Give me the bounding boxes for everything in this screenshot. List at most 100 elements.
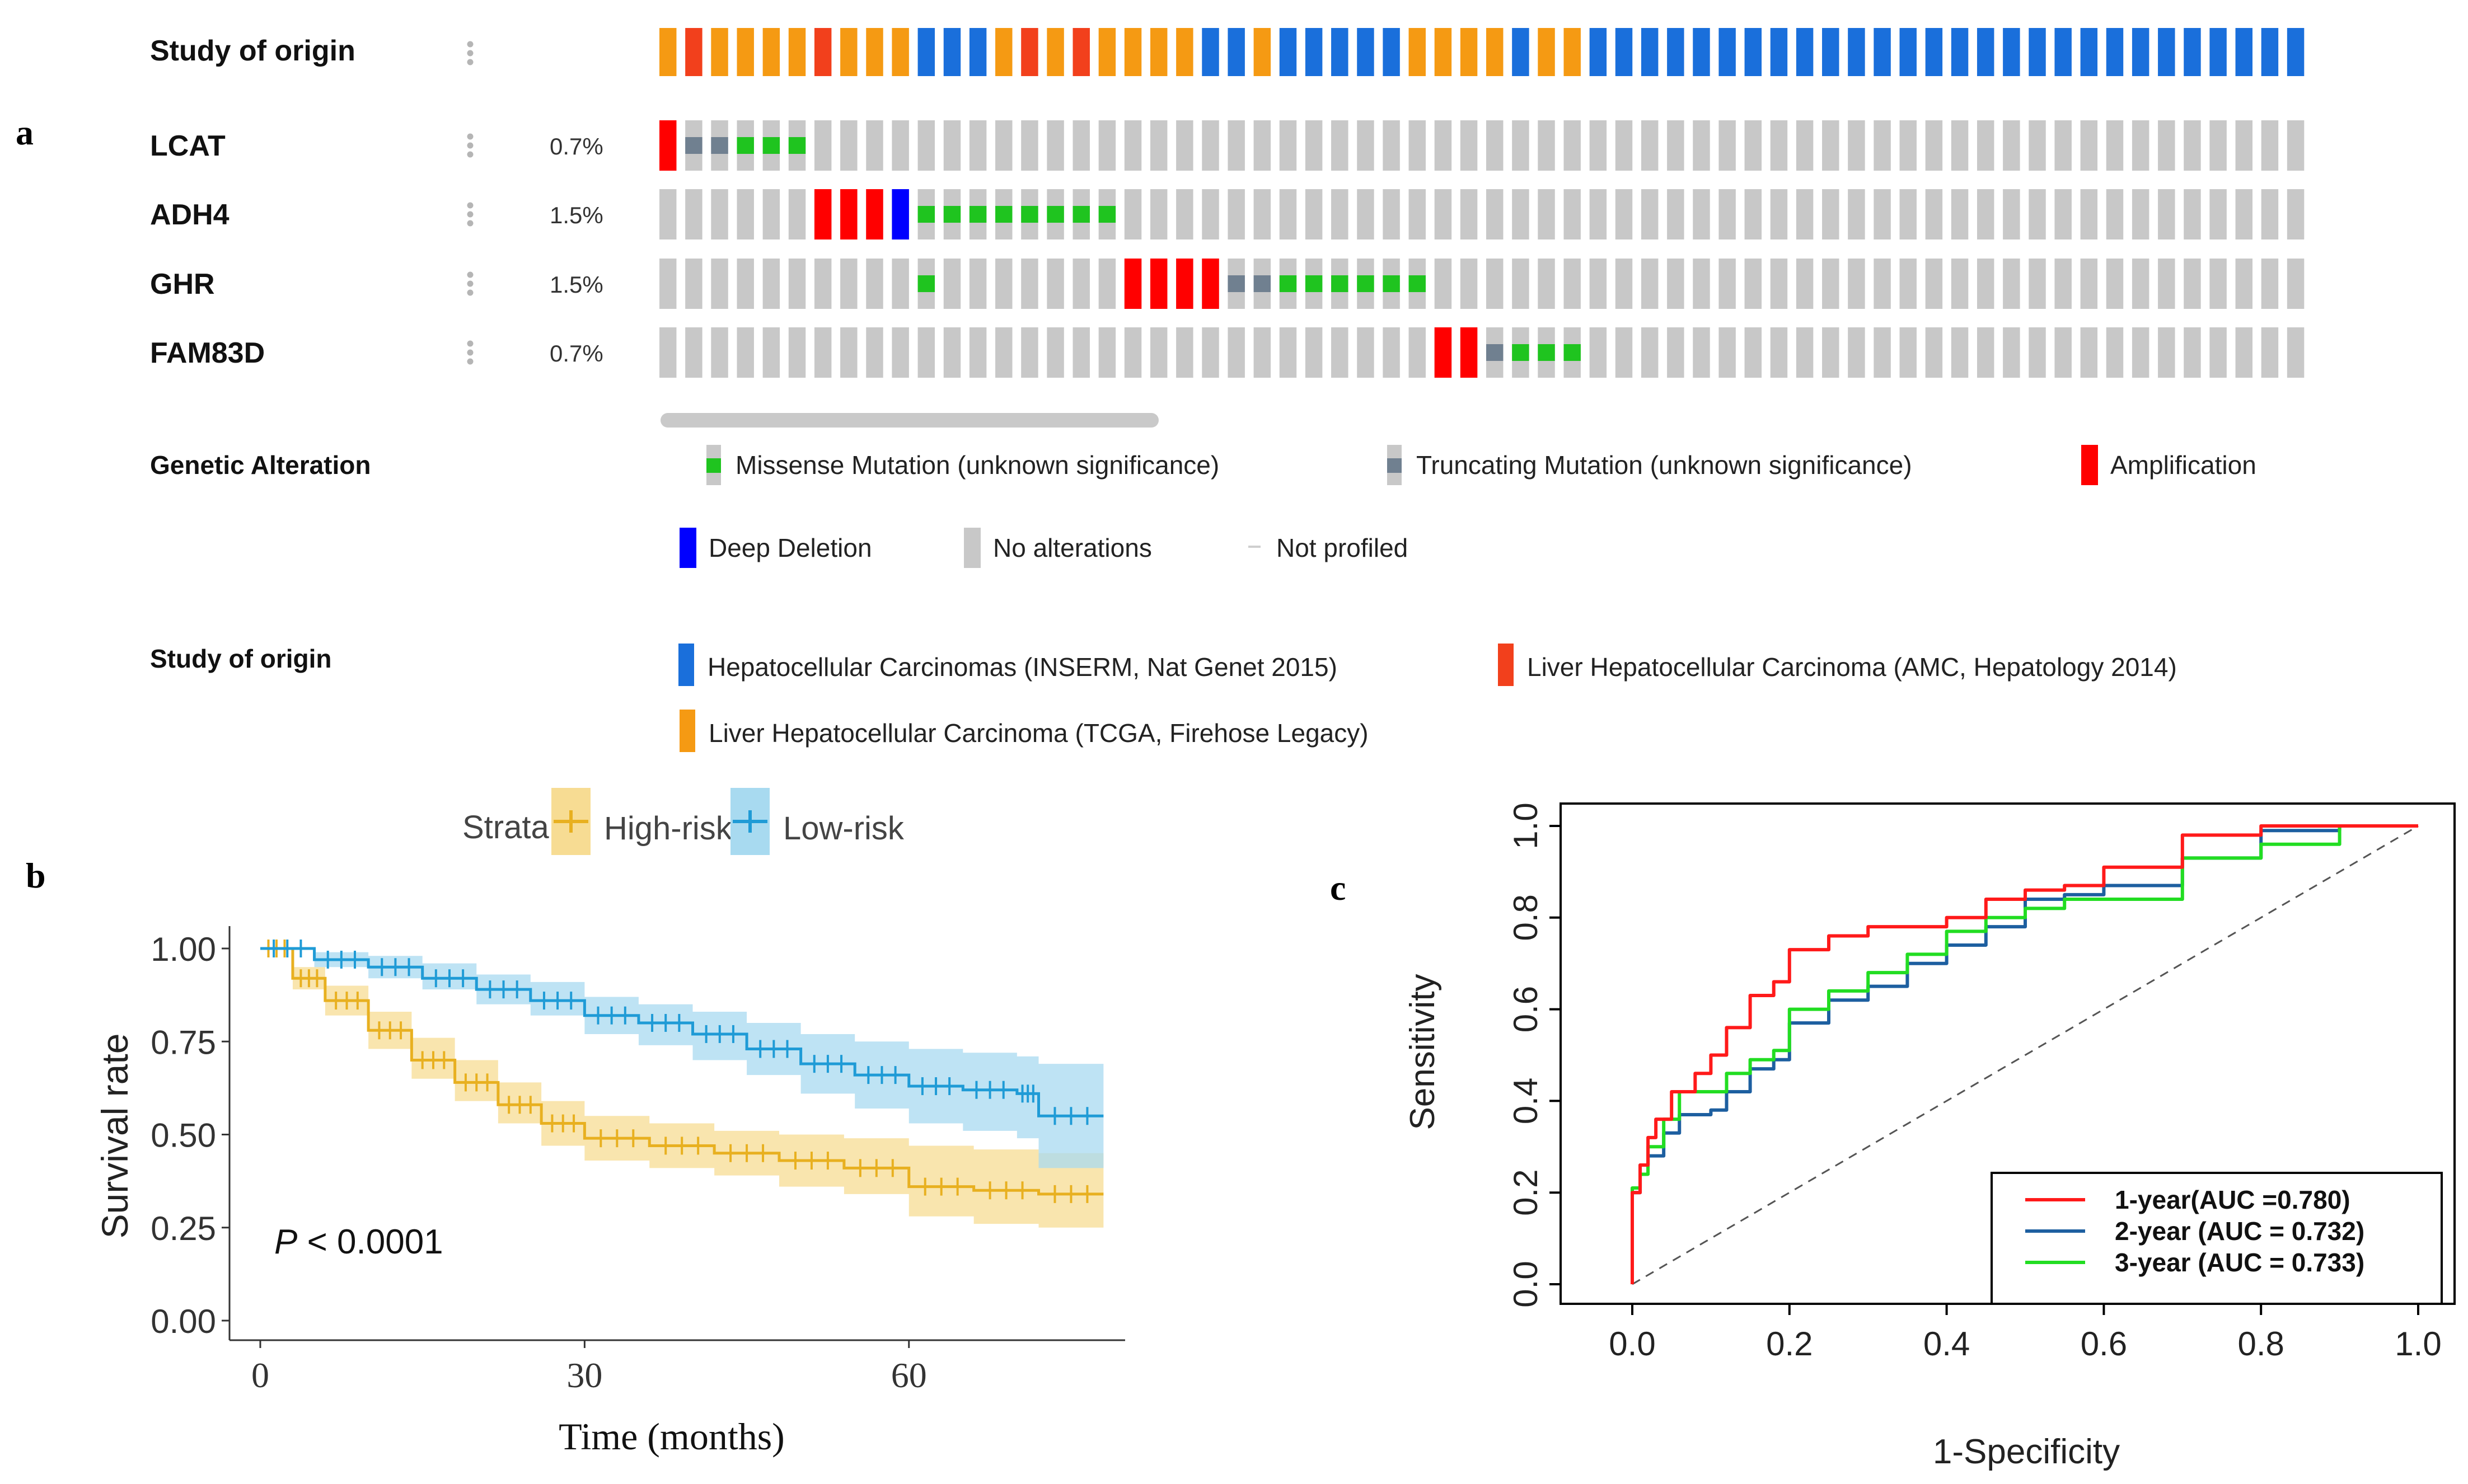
no-alteration-cell — [1253, 327, 1271, 378]
no-alteration-cell — [892, 327, 909, 378]
no-alteration-cell — [866, 120, 883, 171]
missense-mutation-cell — [1563, 344, 1581, 361]
study-cell — [2209, 28, 2227, 76]
study-cell — [1641, 28, 1659, 76]
more-options-icon[interactable] — [467, 202, 474, 227]
roc-legend: 1-year(AUC =0.780) 2-year (AUC = 0.732)3-… — [1991, 1172, 2443, 1305]
horizontal-scrollbar[interactable] — [661, 413, 1159, 428]
roc-curve-3-year — [1631, 824, 2418, 1284]
menu-dot — [467, 202, 474, 209]
no-alteration-cell — [1874, 189, 1891, 239]
no-alteration-cell — [1486, 189, 1504, 239]
no-alteration-cell — [1744, 259, 1762, 309]
no-alteration-cell — [1279, 189, 1297, 239]
no-alteration-cell — [1563, 189, 1581, 239]
km-legend: Strata High-risk Low-risk — [462, 788, 905, 855]
no-alteration-cell — [1021, 327, 1038, 378]
missense-mutation-cell — [1279, 275, 1297, 292]
no-alteration-cell — [1615, 327, 1633, 378]
panel-c-roc-plot: c 0.0 0.2 0.4 0.6 0.8 1.0 0.0 0.2 0.4 0.6 0.8 1.0 S… — [1330, 802, 2456, 1471]
no-alteration-cell — [737, 327, 754, 378]
no-alteration-cell — [1098, 259, 1116, 309]
study-cell — [1098, 28, 1116, 76]
km-legend-title: Strata — [462, 809, 549, 846]
study-cell — [2003, 28, 2020, 76]
no-alteration-cell — [1047, 259, 1064, 309]
study-cell — [866, 28, 883, 76]
no-alteration-cell — [1848, 189, 1865, 239]
no-alteration-cell — [1822, 120, 1839, 171]
no-alteration-cell — [1047, 327, 1064, 378]
no-alteration-cell — [1693, 189, 1710, 239]
study-cell — [762, 28, 780, 76]
no-alteration-cell — [1977, 120, 1994, 171]
study-legend-swatch — [678, 644, 694, 686]
no-alteration-cell — [1383, 327, 1400, 378]
no-alteration-cell — [2080, 120, 2098, 171]
missense-mutation-cell — [917, 275, 935, 292]
more-options-icon[interactable] — [467, 133, 474, 158]
legend-item-deep_del: Deep Deletion — [680, 528, 872, 568]
missense-mutation-cell — [1305, 275, 1323, 292]
no-alteration-cell — [866, 259, 883, 309]
study-cell — [1021, 28, 1038, 76]
trunc-mutation-cell — [711, 137, 728, 154]
no-alteration-cell — [2235, 120, 2252, 171]
no-alteration-cell — [1383, 120, 1400, 171]
track-menu-icons[interactable] — [467, 41, 474, 365]
km-ci-band-low-risk — [260, 948, 1104, 1168]
missense-mutation-cell — [1021, 206, 1038, 223]
missense-mutation-cell — [969, 206, 987, 223]
km-ci-band-high-risk — [260, 948, 1104, 1228]
no-alteration-cell — [1305, 327, 1323, 378]
no-alteration-cell — [1047, 120, 1064, 171]
study-cell — [1667, 28, 1684, 76]
no-alteration-cell — [1202, 120, 1219, 171]
gene-alteration-percent: 0.7% — [550, 340, 603, 367]
study-cell — [788, 28, 806, 76]
more-options-icon[interactable] — [467, 271, 474, 296]
study-legend-item: Hepatocellular Carcinomas (INSERM, Nat G… — [678, 644, 1337, 686]
no-alteration-cell — [2209, 327, 2227, 378]
study-legend-label: Liver Hepatocellular Carcinoma (TCGA, Fi… — [709, 718, 1369, 748]
study-legend-swatch — [1498, 644, 1514, 686]
study-cell — [1693, 28, 1710, 76]
legend-swatch — [706, 458, 721, 473]
more-options-icon[interactable] — [467, 340, 474, 365]
no-alteration-cell — [1176, 120, 1193, 171]
trunc-mutation-cell — [1253, 275, 1271, 292]
no-alteration-cell — [2054, 120, 2072, 171]
roc-y-tick-label: 1.0 — [1507, 802, 1544, 849]
roc-y-tick-label: 0.4 — [1507, 1078, 1544, 1124]
km-plot-area: 0.00 0.25 0.50 0.75 1.00 0 30 60 — [151, 926, 1125, 1395]
roc-y-tick-label: 0.6 — [1507, 986, 1544, 1032]
no-alteration-cell — [1770, 259, 1788, 309]
study-cell — [1744, 28, 1762, 76]
no-alteration-cell — [1899, 259, 1917, 309]
roc-x-tick-label: 0.0 — [1609, 1325, 1655, 1363]
no-alteration-cell — [1822, 189, 1839, 239]
no-alteration-cell — [1228, 189, 1245, 239]
study-cell — [1563, 28, 1581, 76]
more-options-icon[interactable] — [467, 41, 474, 65]
no-alteration-cell — [2209, 259, 2227, 309]
study-cell — [995, 28, 1013, 76]
km-y-tick-label: 0.50 — [151, 1117, 216, 1154]
menu-dot — [467, 59, 474, 65]
no-alteration-cell — [1176, 189, 1193, 239]
no-alteration-cell — [1951, 189, 1969, 239]
roc-x-tick-label: 0.6 — [2081, 1325, 2127, 1363]
roc-y-tick-label: 0.8 — [1507, 894, 1544, 941]
study-cell — [2235, 28, 2252, 76]
study-cell — [2080, 28, 2098, 76]
legend-label: Not profiled — [1276, 533, 1408, 562]
km-legend-label-high-risk: High-risk — [604, 810, 733, 847]
no-alteration-cell — [788, 189, 806, 239]
no-alteration-cell — [2054, 259, 2072, 309]
no-alteration-cell — [2054, 327, 2072, 378]
km-x-tick-label: 30 — [566, 1355, 602, 1395]
menu-dot — [467, 41, 474, 48]
no-alteration-cell — [1899, 120, 1917, 171]
no-alteration-cell — [1202, 189, 1219, 239]
roc-x-tick-label: 0.2 — [1766, 1325, 1813, 1363]
